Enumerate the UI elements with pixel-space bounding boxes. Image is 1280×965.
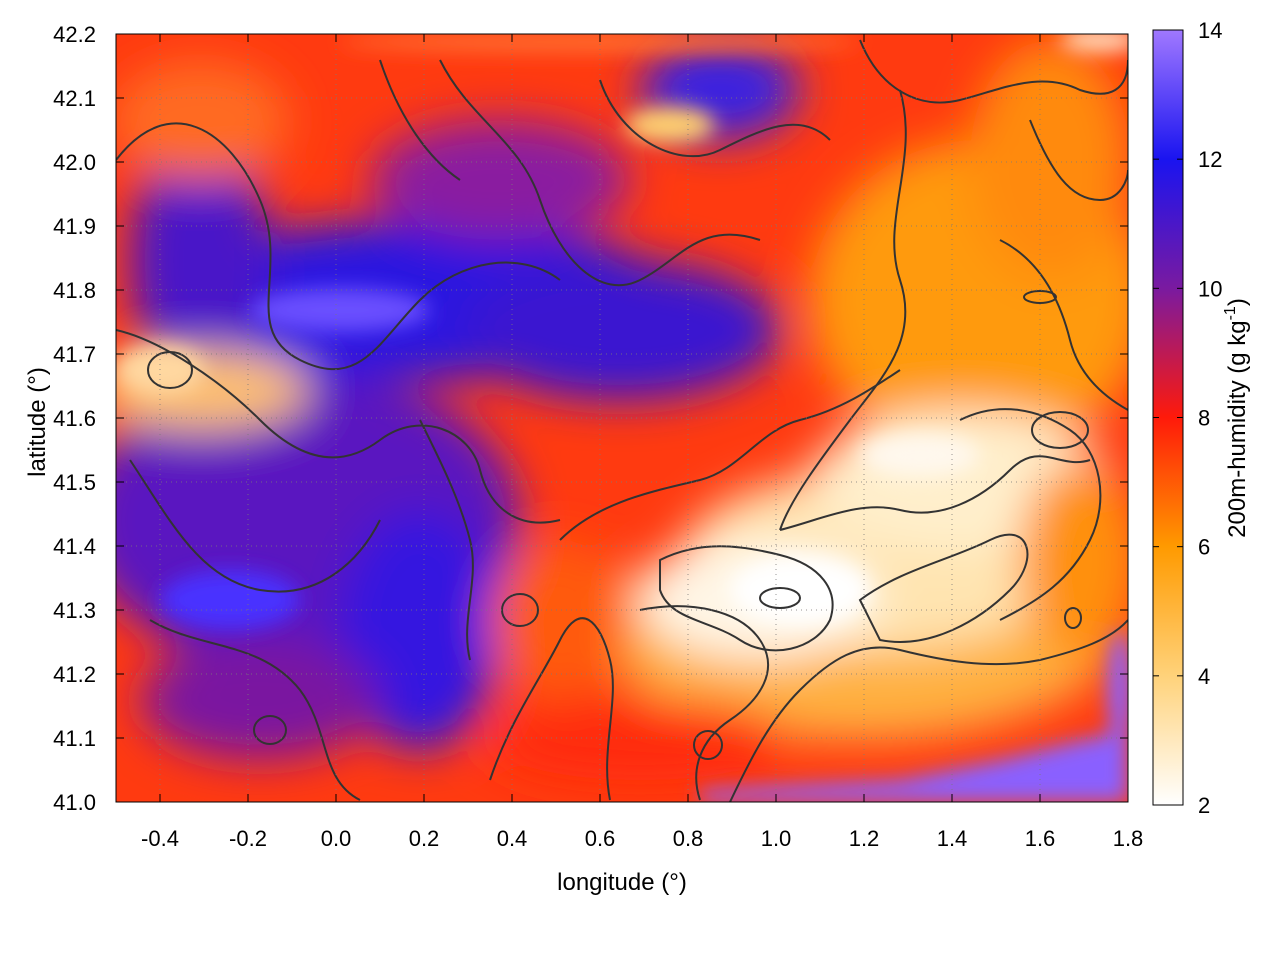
contour-loop	[759, 587, 801, 609]
y-tick-label: 42.0	[53, 150, 96, 175]
contour-loop	[147, 351, 193, 389]
contour-line	[149, 619, 361, 801]
colorbar-tick-label: 4	[1198, 664, 1210, 689]
colorbar-tick-label: 6	[1198, 535, 1210, 560]
x-tick-label: 1.0	[761, 826, 792, 851]
colorbar-label-sup: -1	[1222, 306, 1239, 320]
y-tick-label: 41.6	[53, 406, 96, 431]
field-blob	[490, 700, 790, 780]
contour-loop	[1031, 411, 1089, 449]
contour-loop	[693, 730, 723, 760]
x-tick-label: 0.4	[497, 826, 528, 851]
x-tick-label: 1.4	[937, 826, 968, 851]
contour-line	[779, 89, 907, 531]
contour-line	[489, 617, 614, 801]
colorbar-tick-label: 8	[1198, 406, 1210, 431]
x-tick-label: 0.8	[673, 826, 704, 851]
y-axis-ticks: 41.0 41.1 41.2 41.3 41.4 41.5 41.6 41.7 41.8 41.9…	[53, 22, 1128, 815]
contour-line	[559, 369, 901, 541]
y-tick-label: 41.3	[53, 598, 96, 623]
contour-line	[999, 239, 1128, 411]
colorbar-tick-label: 2	[1198, 793, 1210, 818]
contour-line	[419, 419, 474, 661]
field-blob	[1060, 34, 1128, 52]
field-blob	[340, 34, 860, 52]
field-blob	[1108, 630, 1128, 750]
x-tick-label: 1.2	[849, 826, 880, 851]
field-blob	[970, 40, 1128, 280]
contour-line	[379, 59, 461, 181]
field-blob	[160, 570, 300, 630]
field-blob	[860, 433, 980, 477]
contour-loop	[253, 715, 287, 745]
x-tick-label: -0.4	[141, 826, 179, 851]
field-blob	[625, 107, 715, 143]
x-tick-label: -0.2	[229, 826, 267, 851]
contour-line	[129, 459, 381, 593]
x-tick-label: 1.8	[1113, 826, 1144, 851]
field-details	[116, 34, 1128, 802]
contour-line	[959, 408, 1102, 621]
field-blob	[370, 120, 630, 240]
x-tick-label: 0.2	[409, 826, 440, 851]
contour-line	[439, 59, 761, 287]
colorbar-label-main: 200m-humidity (g kg	[1224, 320, 1251, 537]
y-tick-label: 41.2	[53, 662, 96, 687]
field-blob	[490, 540, 630, 700]
contour-line	[779, 455, 1091, 531]
colorbar-tick-label: 12	[1198, 147, 1222, 172]
contour-line	[116, 329, 561, 524]
x-axis-ticks: -0.4 -0.2 0.0 0.2 0.4 0.6 0.8 1.0 1.2 1.4 1.6 1.8	[141, 34, 1143, 851]
x-tick-label: 0.0	[321, 826, 352, 851]
field-blob	[730, 555, 870, 625]
x-tick-label: 0.6	[585, 826, 616, 851]
x-axis-label: longitude (°)	[557, 869, 687, 896]
contour-lines	[116, 39, 1128, 802]
heatmap-field	[116, 34, 1128, 802]
field-blob	[116, 60, 290, 180]
x-tick-label: 1.6	[1025, 826, 1056, 851]
field-blob	[250, 288, 430, 332]
y-tick-label: 41.0	[53, 790, 96, 815]
y-tick-label: 41.5	[53, 470, 96, 495]
y-tick-label: 41.9	[53, 214, 96, 239]
moist-south-coast	[700, 730, 1128, 802]
field-blob	[340, 510, 500, 750]
contour-loop	[1023, 290, 1057, 304]
y-axis-label: latitude (°)	[24, 367, 51, 477]
field-blob	[460, 260, 780, 400]
contour-line	[858, 533, 1029, 643]
contour-line	[659, 545, 834, 652]
contour-line	[729, 619, 1128, 802]
y-tick-label: 41.1	[53, 726, 96, 751]
y-tick-label: 41.4	[53, 534, 96, 559]
contour-loop	[1064, 607, 1082, 629]
field-blobs	[116, 40, 1128, 780]
contour-line	[1029, 119, 1128, 202]
colorbar-tick-label: 14	[1198, 18, 1222, 43]
contour-line	[639, 605, 770, 801]
y-tick-label: 42.2	[53, 22, 96, 47]
colorbar-label: 200m-humidity (g kg-1)	[1222, 298, 1251, 538]
contour-line	[599, 79, 831, 158]
contour-line	[116, 122, 561, 371]
colorbar-tick-label: 10	[1198, 276, 1222, 301]
colorbar-label-end: )	[1224, 298, 1251, 306]
y-tick-label: 42.1	[53, 86, 96, 111]
y-tick-label: 41.7	[53, 342, 96, 367]
field-blob	[1020, 460, 1128, 660]
y-tick-label: 41.8	[53, 278, 96, 303]
colorbar-ticks: 2 4 6 8 10 12 14	[1153, 18, 1222, 818]
field-blob	[130, 130, 270, 390]
